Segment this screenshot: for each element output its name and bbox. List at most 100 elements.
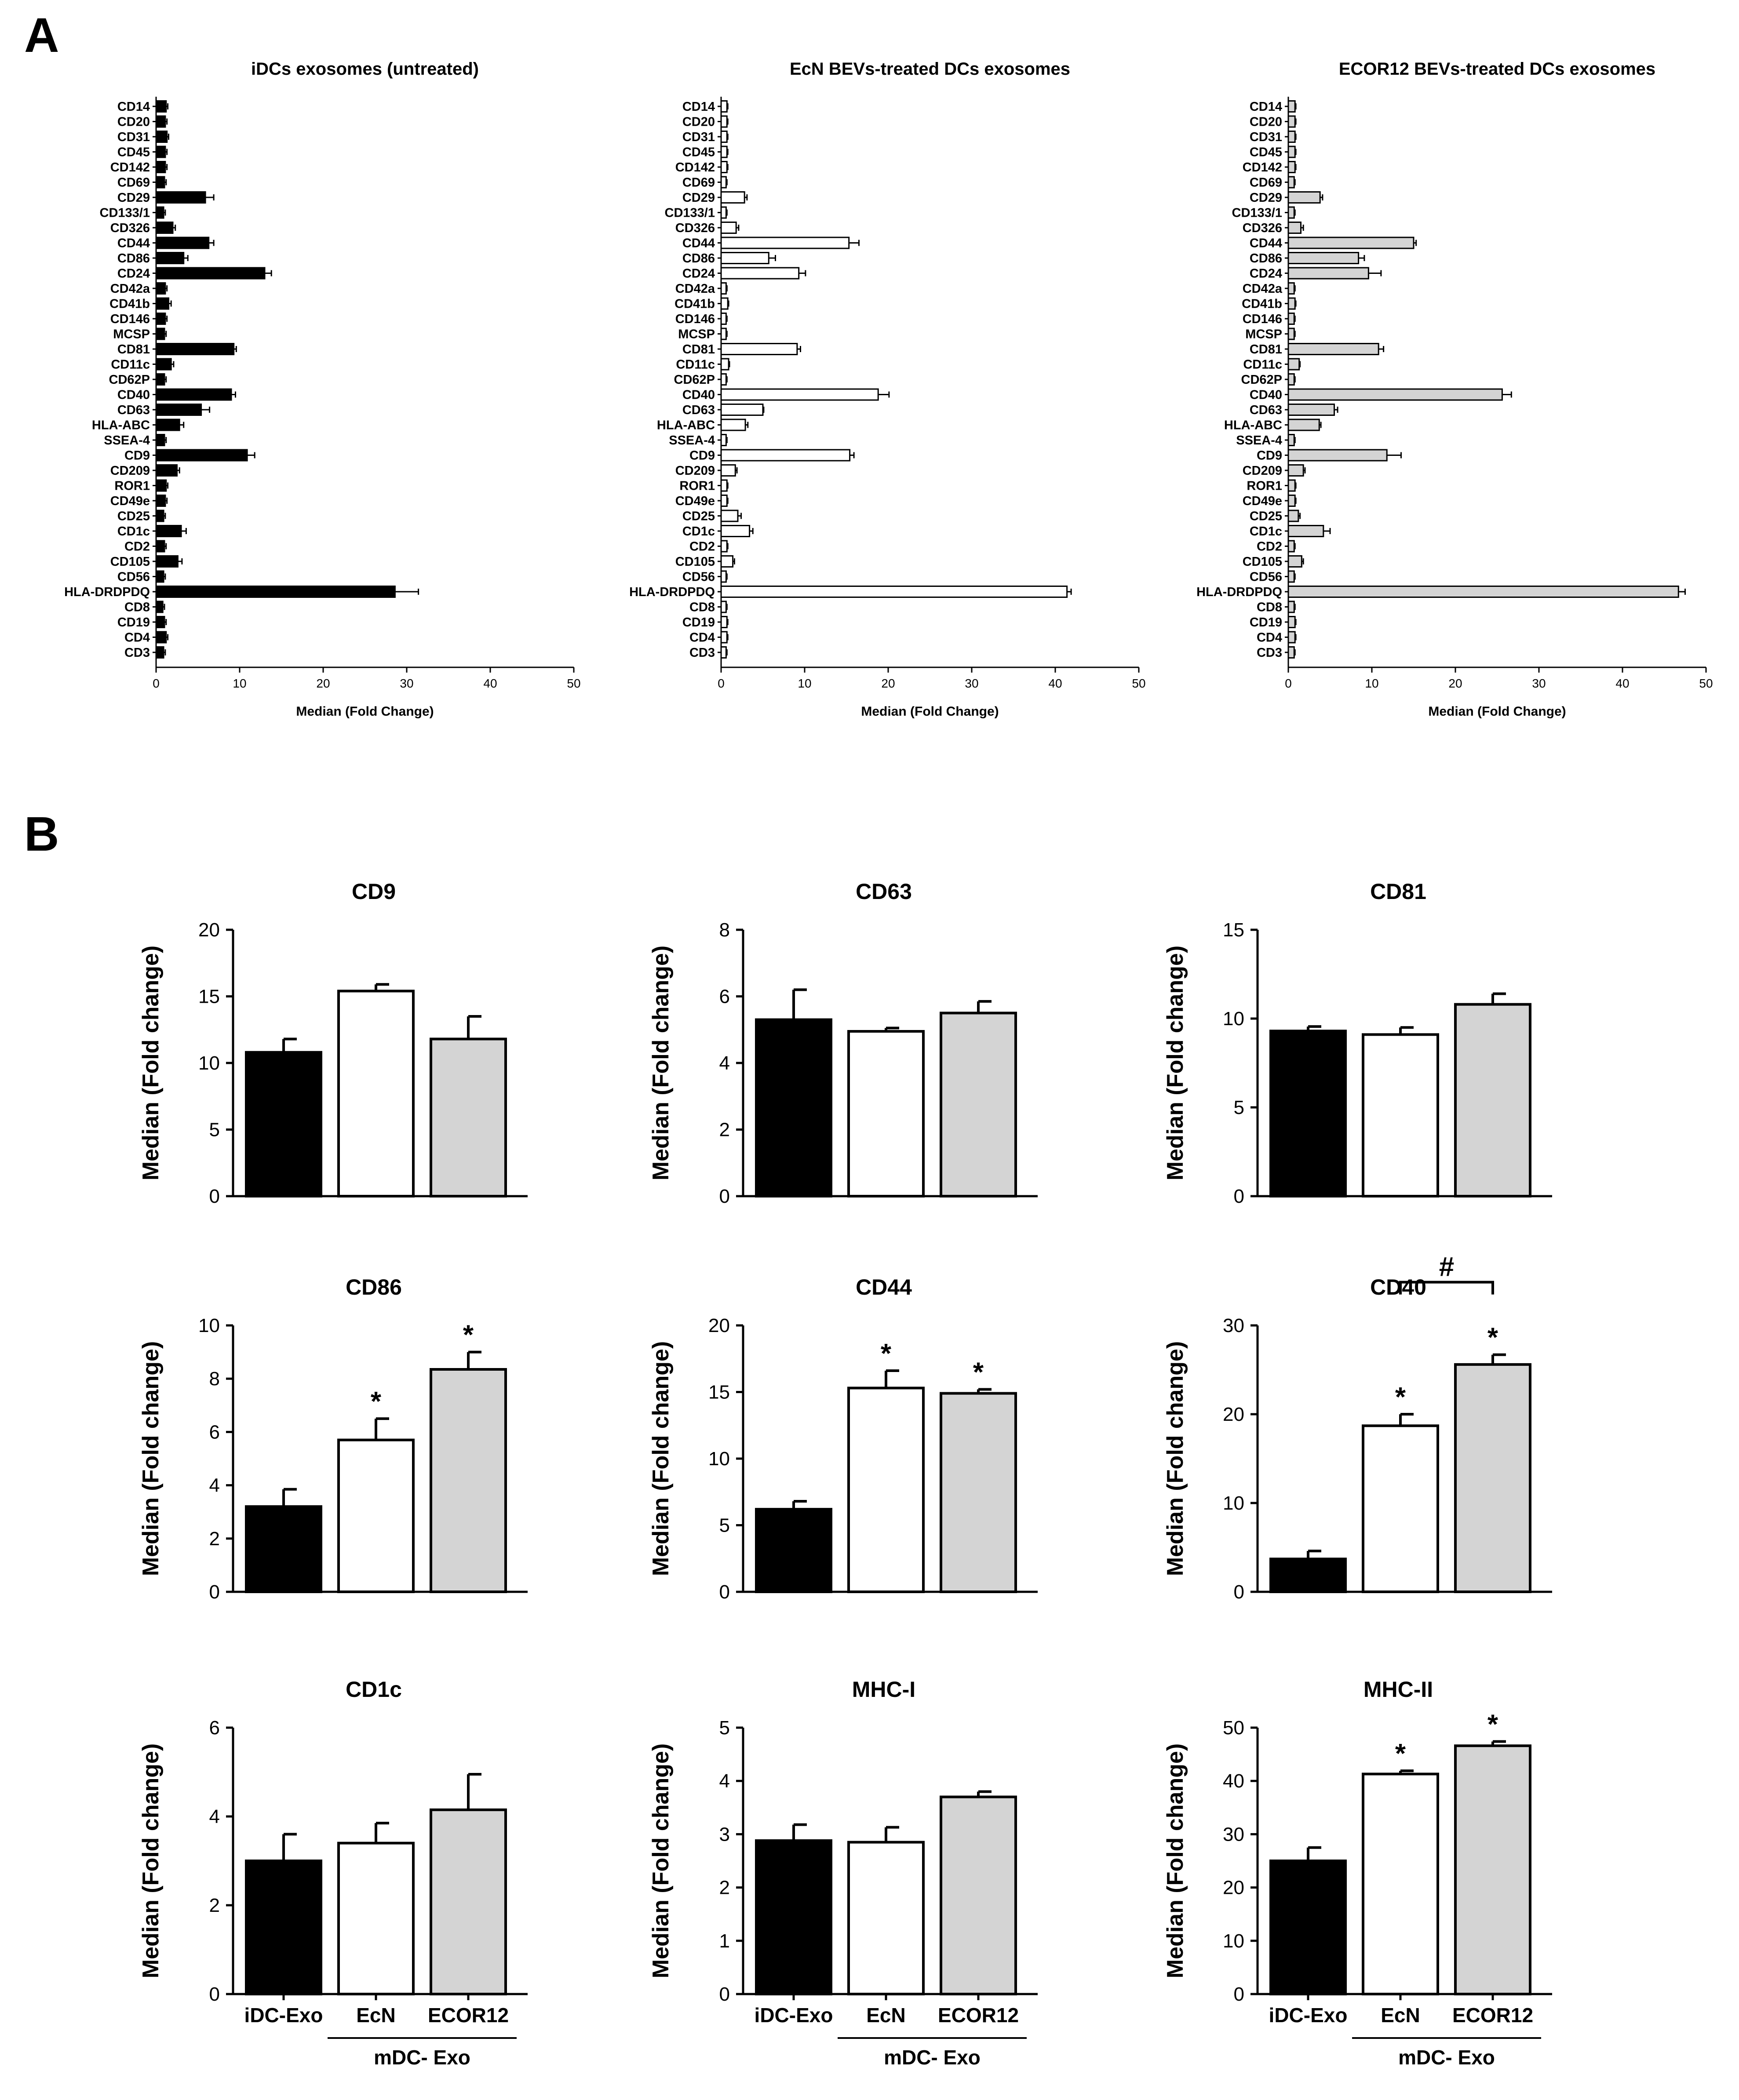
bar — [755, 1839, 832, 1995]
bar — [720, 479, 728, 492]
bar — [1287, 131, 1296, 143]
x-tick-label: 40 — [1048, 677, 1062, 690]
significance-marker: * — [973, 1357, 984, 1387]
y-tick-label: 20 — [708, 1315, 730, 1336]
y-tick-label: CD31 — [1250, 130, 1282, 144]
bar — [155, 267, 266, 280]
x-tick-label: 50 — [567, 677, 580, 690]
panel-b-chart-5: CD44 0 5 10 15 20 Median (Fold change) * * — [648, 1275, 1038, 1603]
x-tick-label: 20 — [881, 677, 895, 690]
bar — [1287, 555, 1302, 568]
y-tick-label: CD69 — [682, 176, 715, 190]
y-tick-label: 4 — [209, 1806, 220, 1827]
y-tick-label: ROR1 — [1247, 479, 1282, 493]
x-tick-label: 50 — [1132, 677, 1145, 690]
x-tick-label: 0 — [153, 677, 160, 690]
y-tick-label: CD3 — [1257, 646, 1282, 660]
y-tick-label: 0 — [719, 1186, 730, 1207]
significance-marker: * — [881, 1339, 892, 1369]
y-tick-label: CD69 — [1250, 176, 1282, 190]
bar — [430, 1037, 507, 1197]
chart-title: MHC-II — [1363, 1677, 1433, 1702]
bar — [1287, 297, 1296, 310]
bar — [755, 1508, 832, 1593]
bar — [720, 646, 727, 659]
significance-marker: * — [1487, 1710, 1498, 1740]
x-category-label: iDC-Exo — [1269, 2004, 1348, 2027]
y-tick-label: CD4 — [124, 631, 150, 645]
panel-a-chart-3: ECOR12 BEVs-treated DCs exosomesCD14CD20… — [1196, 59, 1713, 719]
bar — [720, 510, 739, 522]
y-tick-label: CD81 — [682, 342, 715, 357]
y-tick-label: CD8 — [689, 601, 715, 615]
y-tick-label: CD56 — [1250, 570, 1282, 584]
bar — [1287, 510, 1299, 522]
y-tick-label: CD40 — [682, 388, 715, 402]
y-tick-label: CD11c — [111, 358, 150, 372]
y-tick-label: CD86 — [1250, 251, 1282, 266]
bar — [720, 616, 728, 628]
y-tick-label: 0 — [1234, 1581, 1244, 1603]
bar — [1287, 343, 1379, 355]
y-tick-label: 10 — [198, 1052, 220, 1074]
bar — [1287, 358, 1300, 371]
chart-title: EcN BEVs-treated DCs exosomes — [790, 59, 1070, 79]
y-tick-label: CD3 — [124, 646, 150, 660]
y-tick-label: 0 — [209, 1186, 220, 1207]
group-label: mDC- Exo — [884, 2046, 981, 2069]
panel-b-chart-9: MHC-II 0 10 20 30 40 50 Median (Fold change) iDC… — [1163, 1677, 1552, 2069]
chart-title: CD63 — [856, 879, 912, 904]
x-axis-label: Median (Fold Change) — [1428, 704, 1566, 719]
y-tick-label: CD86 — [682, 251, 715, 266]
y-tick-label: CD14 — [117, 100, 150, 114]
y-tick-label: HLA-DRDPDQ — [629, 585, 715, 599]
bar — [1287, 237, 1415, 249]
y-tick-label: CD41b — [674, 297, 715, 311]
bar — [720, 404, 764, 416]
bar — [155, 525, 182, 537]
panel-b-chart-7: CD1c 0 2 4 6 Median (Fold change) iDC-Exo EcN EC… — [138, 1677, 528, 2069]
panel-b-chart-1: CD9 0 5 10 15 20 Median (Fold change) — [138, 879, 528, 1207]
bar — [155, 328, 165, 340]
bar — [155, 237, 210, 249]
y-axis-label: Median (Fold change) — [138, 1341, 164, 1576]
y-axis-label: Median (Fold change) — [138, 1743, 164, 1978]
y-tick-label: SSEA-4 — [1236, 433, 1282, 448]
bar — [155, 131, 168, 143]
y-tick-label: CD146 — [675, 312, 715, 326]
y-tick-label: CD19 — [117, 615, 150, 630]
bar — [720, 328, 727, 340]
bar — [720, 555, 734, 568]
x-tick-label: 40 — [483, 677, 497, 690]
bar — [1287, 222, 1302, 234]
y-tick-label: CD105 — [675, 555, 715, 569]
y-tick-label: CD326 — [1243, 221, 1282, 235]
y-tick-label: CD42a — [110, 282, 150, 296]
bracket-label: # — [1439, 1252, 1454, 1282]
bar — [155, 146, 166, 158]
bar — [940, 1012, 1017, 1197]
bar — [155, 434, 165, 446]
bar — [1287, 449, 1388, 462]
significance-marker: * — [371, 1387, 382, 1417]
group-label: mDC- Exo — [374, 2046, 470, 2069]
bar — [155, 161, 166, 173]
y-tick-label: CD19 — [1250, 615, 1282, 630]
bar — [155, 313, 166, 325]
bar — [1287, 161, 1296, 173]
panel-label-b: B — [24, 807, 59, 861]
y-tick-label: HLA-ABC — [92, 419, 150, 433]
y-tick-label: CD8 — [124, 601, 150, 615]
y-tick-label: CD8 — [1257, 601, 1282, 615]
bar — [720, 388, 879, 401]
y-tick-label: CD81 — [1250, 342, 1282, 357]
y-tick-label: HLA-DRDPDQ — [1196, 585, 1282, 599]
chart-title: MHC-I — [852, 1677, 915, 1702]
chart-title: CD40 — [1370, 1275, 1426, 1299]
x-category-label: EcN — [1381, 2004, 1420, 2027]
bar — [245, 1505, 322, 1594]
bar — [720, 631, 728, 644]
bar — [940, 1795, 1017, 1996]
y-tick-label: CD29 — [1250, 191, 1282, 205]
x-tick-label: 10 — [798, 677, 811, 690]
